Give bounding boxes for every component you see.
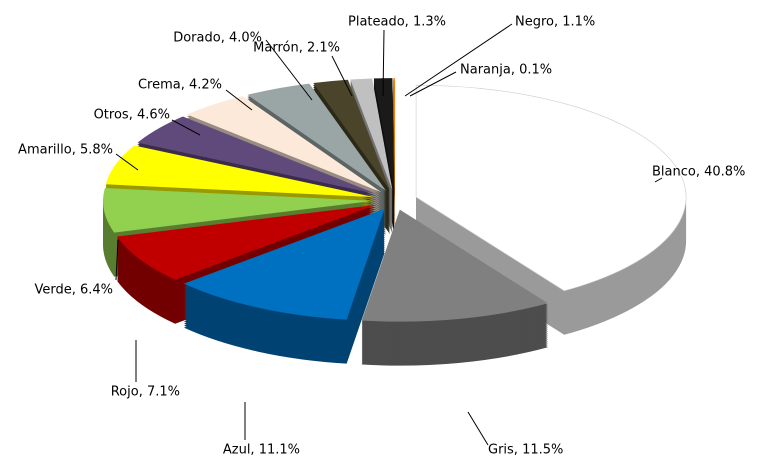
leader-line <box>404 23 513 97</box>
data-label: Blanco, 40.8% <box>652 165 745 180</box>
leader-line <box>654 177 663 183</box>
slice-side <box>350 80 393 193</box>
slice <box>183 208 385 320</box>
data-label: Naranja, 0.1% <box>460 63 552 78</box>
leader-line <box>115 153 139 171</box>
leader-line <box>331 55 353 97</box>
slice <box>350 78 393 191</box>
slice <box>137 116 378 195</box>
slice-side <box>350 82 393 195</box>
leader-line <box>467 411 489 446</box>
leader-line <box>171 119 201 136</box>
slice <box>313 79 391 191</box>
data-label: Marrón, 2.1% <box>253 41 340 56</box>
slice <box>393 78 395 191</box>
data-label: Rojo, 7.1% <box>111 385 180 400</box>
leader-line <box>409 71 457 97</box>
data-label: Dorado, 4.0% <box>173 31 262 46</box>
slice <box>361 209 548 322</box>
data-label: Crema, 4.2% <box>138 78 222 93</box>
slice-side <box>350 84 393 197</box>
slice <box>103 188 374 233</box>
slice <box>186 96 382 193</box>
leader-line <box>225 89 253 111</box>
data-label: Otros, 4.6% <box>94 108 170 123</box>
leader-line <box>115 239 119 281</box>
data-label: Azul, 11.1% <box>223 443 300 458</box>
leader-line <box>265 39 313 101</box>
data-label: Negro, 1.1% <box>515 15 595 30</box>
slice <box>415 84 687 292</box>
leader-line <box>382 29 385 97</box>
slice <box>105 145 374 198</box>
data-label: Amarillo, 5.8% <box>18 143 113 158</box>
slice <box>247 83 387 191</box>
data-label: Verde, 6.4% <box>34 283 113 298</box>
slice <box>373 78 395 191</box>
slice <box>116 204 376 280</box>
data-label: Plateado, 1.3% <box>348 15 446 30</box>
data-label: Gris, 11.5% <box>488 443 563 458</box>
